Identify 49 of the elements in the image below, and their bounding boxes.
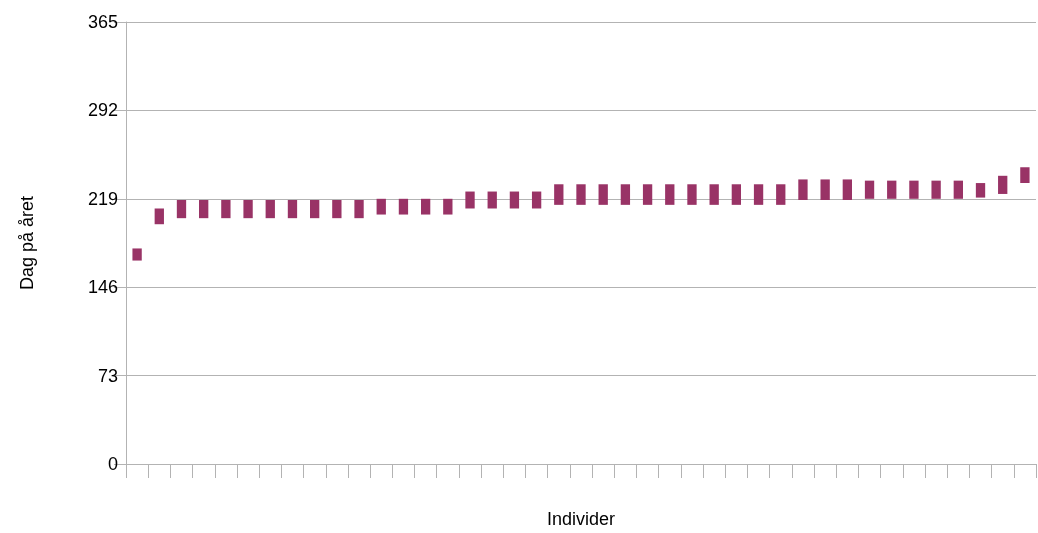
y-tick-label: 146 [87, 277, 118, 298]
bar [376, 198, 386, 215]
bar [176, 200, 187, 219]
bar [665, 184, 675, 205]
bar [709, 184, 719, 205]
bar [753, 184, 764, 205]
y-tick-label: 365 [87, 12, 118, 32]
y-tick-label: 0 [107, 454, 118, 474]
bar [1020, 167, 1030, 184]
bar [975, 183, 986, 198]
x-axis-title: Individer [546, 509, 616, 529]
bar [820, 179, 830, 201]
bar [199, 200, 209, 219]
bar [243, 200, 253, 219]
bar [887, 180, 897, 199]
y-tick-label: 292 [87, 100, 118, 121]
bar [265, 200, 275, 219]
bar [465, 191, 475, 209]
bar [731, 184, 742, 205]
bar [132, 248, 142, 261]
bar [509, 191, 520, 209]
bar [420, 198, 431, 215]
bar [443, 198, 453, 215]
bar [998, 175, 1008, 194]
bar [642, 184, 653, 205]
bar [531, 191, 542, 209]
bar [598, 184, 608, 205]
bar [221, 200, 231, 219]
bar [909, 180, 919, 199]
bar [687, 184, 697, 205]
bar [287, 200, 298, 219]
bar [154, 208, 164, 225]
bar [554, 184, 564, 205]
bar [310, 200, 320, 219]
bar [576, 184, 586, 205]
bar [487, 191, 497, 209]
bar [398, 198, 409, 215]
bar [864, 180, 875, 199]
bar [354, 200, 364, 219]
bar [332, 200, 342, 219]
bar [842, 179, 852, 201]
y-tick-label: 73 [97, 365, 118, 386]
y-tick-label: 219 [87, 188, 118, 209]
bar [798, 179, 808, 201]
bar [931, 180, 941, 199]
bar [776, 184, 786, 205]
bar [953, 180, 963, 199]
y-axis-title: Dag på året [17, 195, 37, 291]
bar [620, 184, 631, 205]
